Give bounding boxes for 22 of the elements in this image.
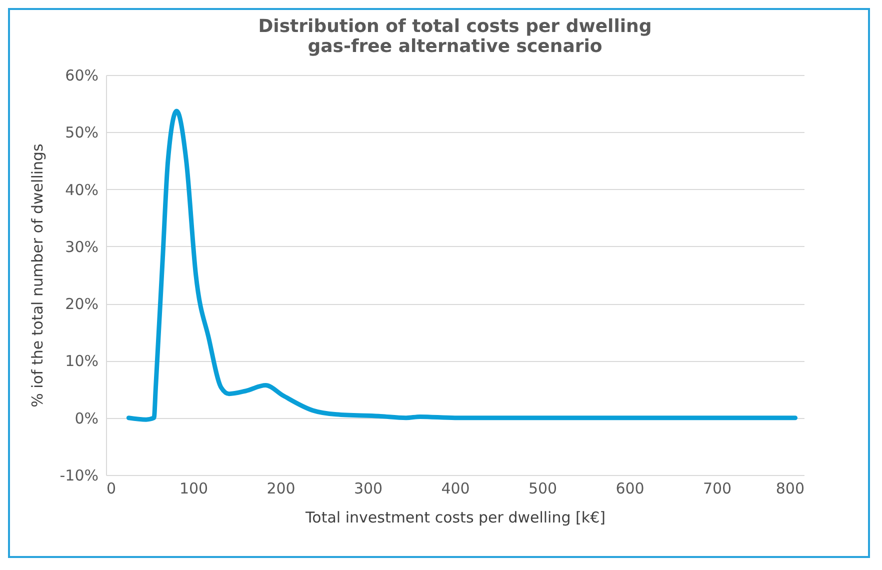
y-tick-label: 20% xyxy=(65,295,98,314)
x-tick-label: 500 xyxy=(528,480,558,498)
x-tick-label: 600 xyxy=(616,480,644,498)
x-tick-label: 800 xyxy=(776,480,804,498)
x-tick-label: 100 xyxy=(179,480,208,498)
y-tick-label: 50% xyxy=(65,124,98,142)
x-tick-label: 300 xyxy=(354,480,383,498)
y-tick-label: 40% xyxy=(65,180,98,199)
x-axis-title: Total investment costs per dwelling [k€] xyxy=(304,508,606,526)
x-tick-label: 0 xyxy=(106,480,116,498)
chart-subtitle: gas-free alternative scenario xyxy=(308,36,602,57)
x-tick-label: 200 xyxy=(266,480,296,498)
y-tick-label: 60% xyxy=(65,66,98,84)
x-tick-label: 400 xyxy=(441,480,470,498)
x-tick-label: 700 xyxy=(702,480,732,498)
line-series xyxy=(126,108,798,422)
y-tick-label: 0% xyxy=(74,409,98,428)
y-tick-label: 30% xyxy=(65,238,98,256)
y-tick-label: 10% xyxy=(65,352,98,370)
y-axis-title: % iof the total number of dwellings xyxy=(28,143,47,408)
chart-title: Distribution of total costs per dwelling xyxy=(258,16,652,37)
y-tick-label: -10% xyxy=(60,466,98,484)
